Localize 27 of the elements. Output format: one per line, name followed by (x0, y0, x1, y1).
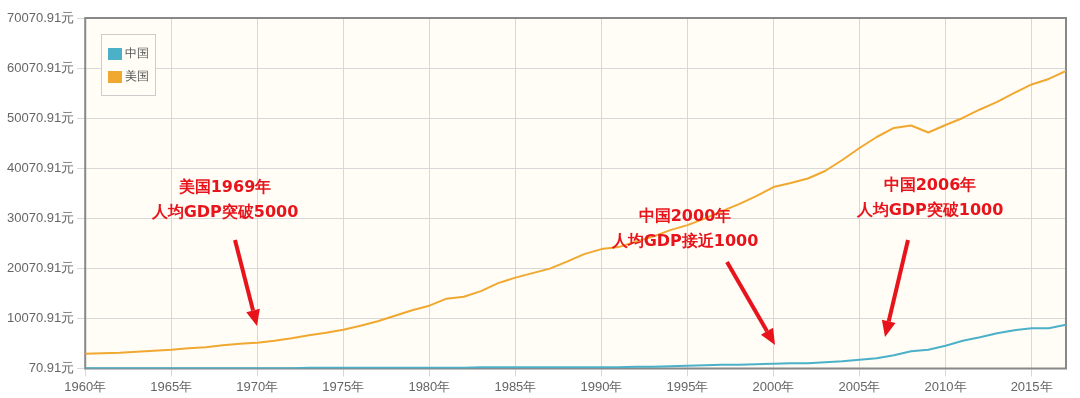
x-tick-label: 2010年 (924, 378, 967, 394)
y-tick-label: 70070.91元 (6, 9, 75, 25)
y-tick-label: 40070.91元 (6, 159, 75, 175)
annotation: 中国2000年 (638, 206, 732, 226)
x-tick-label: 1995年 (666, 378, 709, 394)
y-tick-label: 60070.91元 (6, 59, 75, 75)
x-tick-label: 1960年 (64, 378, 107, 394)
annotation: 人均GDP突破5000 (150, 202, 299, 222)
y-tick-label: 10070.91元 (6, 309, 75, 325)
y-tick-label: 30070.91元 (6, 209, 75, 225)
x-tick-label: 2015年 (1010, 378, 1053, 394)
x-tick-label: 2005年 (838, 378, 881, 394)
x-tick-label: 1975年 (322, 378, 365, 394)
x-tick-label: 1980年 (408, 378, 451, 394)
legend-label: 美国 (125, 68, 150, 85)
y-tick-label: 50070.91元 (6, 109, 75, 125)
x-tick-label: 1985年 (494, 378, 537, 394)
x-tick-label: 1970年 (236, 378, 279, 394)
x-tick-label: 1990年 (580, 378, 623, 394)
y-tick-label: 70.91元 (28, 359, 75, 375)
annotation: 中国2006年 (883, 175, 977, 195)
annotation: 美国1969年 (177, 177, 272, 197)
x-tick-label: 1965年 (150, 378, 193, 394)
x-tick-label: 2000年 (752, 378, 795, 394)
annotation: 人均GDP突破1000 (855, 200, 1004, 220)
y-tick-label: 20070.91元 (6, 259, 75, 275)
legend-label: 中国 (125, 45, 150, 62)
